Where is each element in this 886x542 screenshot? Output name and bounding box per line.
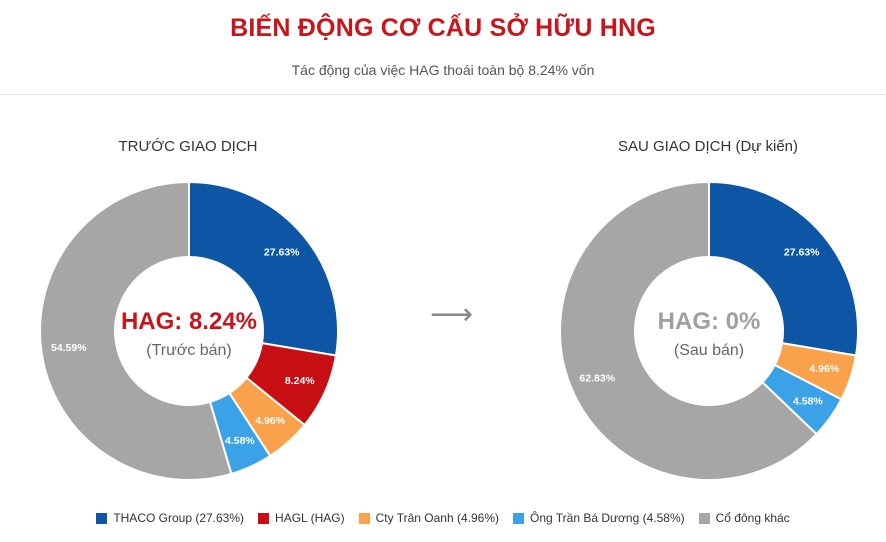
legend-label: Ông Trần Bá Dương (4.58%): [529, 511, 685, 525]
center-label: HAG: 8.24%: [121, 308, 257, 335]
page-title: BIẾN ĐỘNG CƠ CẤU SỞ HỮU HNG: [230, 14, 656, 42]
header-divider: [0, 94, 886, 95]
slice-label: 4.96%: [809, 363, 839, 375]
legend-item-other-shareholders[interactable]: Cổ đông khác: [698, 511, 790, 525]
page-subtitle: Tác động của việc HAG thoái toàn bộ 8.24…: [291, 62, 595, 78]
chart-title-after: SAU GIAO DỊCH (Dự kiến): [617, 138, 799, 155]
slice-label: 54.59%: [51, 342, 87, 354]
legend-item-thaco[interactable]: THACO Group (27.63%): [96, 511, 244, 525]
legend-item-tran-oanh[interactable]: Cty Trân Oanh (4.96%): [358, 511, 499, 525]
center-sublabel: (Trước bán): [146, 342, 232, 359]
legend-label: Cty Trân Oanh (4.96%): [375, 511, 499, 525]
legend-label: HAGL (HAG): [275, 511, 345, 525]
legend-item-tran-ba-duong[interactable]: Ông Trần Bá Dương (4.58%): [512, 511, 685, 525]
slice-label: 27.63%: [784, 246, 820, 258]
donut-slice[interactable]: [188, 180, 339, 357]
legend-swatch: [512, 512, 524, 524]
donut-slice[interactable]: [559, 180, 818, 481]
slice-label: 62.83%: [579, 372, 615, 384]
legend-swatch: [258, 512, 270, 524]
slice-label: 4.58%: [225, 435, 255, 447]
chart-title-before: TRƯỚC GIAO DỊCH: [118, 138, 258, 155]
right-arrow-icon: ⟶: [430, 298, 474, 331]
legend-label: THACO Group (27.63%): [113, 511, 245, 525]
center-label: HAG: 0%: [658, 308, 761, 335]
donut-slice[interactable]: [39, 180, 233, 481]
donut-slice[interactable]: [708, 180, 859, 357]
slice-label: 4.58%: [793, 395, 823, 407]
center-sublabel: (Sau bán): [674, 342, 744, 359]
legend-item-hagl[interactable]: HAGL (HAG): [258, 511, 345, 525]
legend-swatch: [698, 512, 710, 524]
legend-swatch: [96, 512, 108, 524]
slice-label: 8.24%: [285, 375, 315, 387]
legend-swatch: [358, 512, 370, 524]
slice-label: 27.63%: [264, 246, 300, 258]
slice-label: 4.96%: [255, 415, 285, 427]
legend-label: Cổ đông khác: [715, 511, 790, 525]
legend: THACO Group (27.63%) HAGL (HAG) Cty Trân…: [0, 511, 886, 525]
